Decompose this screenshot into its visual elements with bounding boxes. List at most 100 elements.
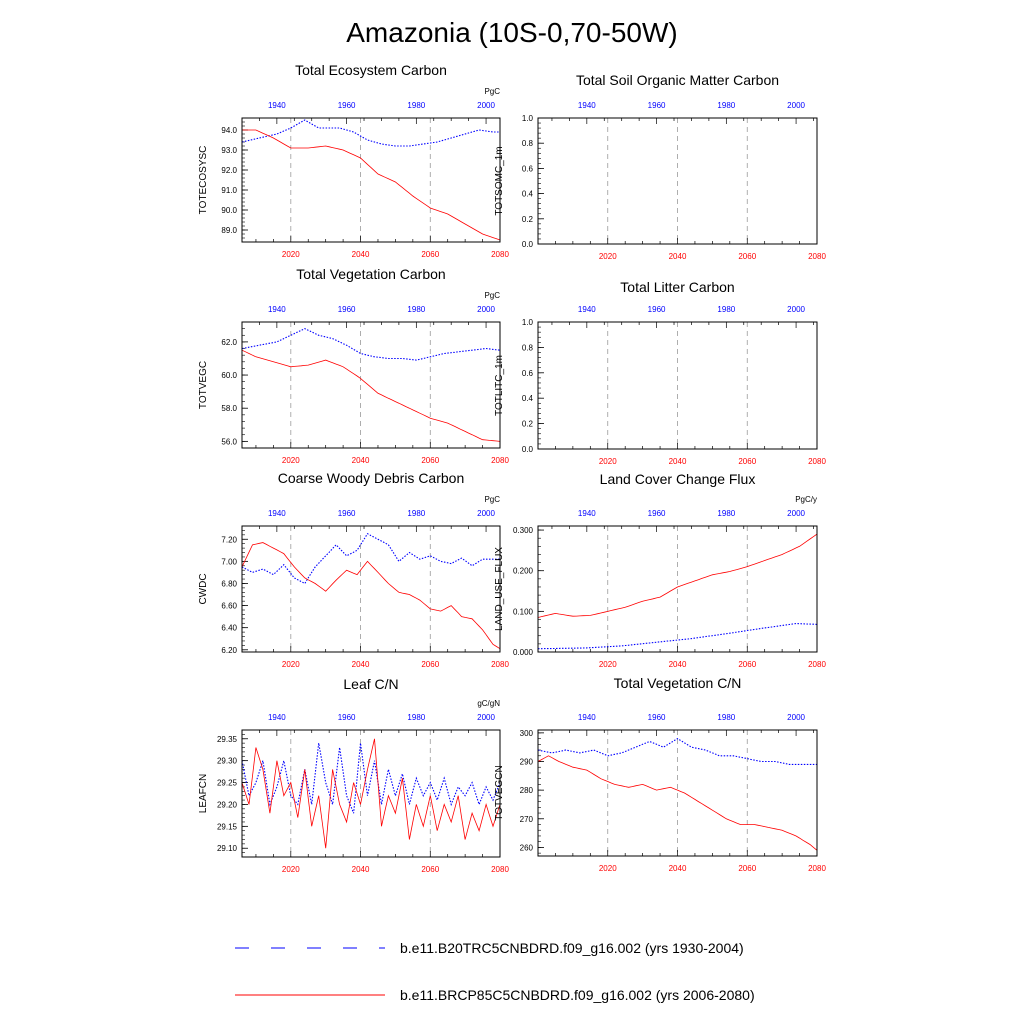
y-tick-label: 0.0 <box>522 445 534 454</box>
y-tick-label: 6.60 <box>221 602 237 611</box>
y-tick-label: 0.8 <box>522 139 534 148</box>
chart-panel-totecosysc: Total Ecosystem Carbon PgC TOTECOSYSC 94.0 9… <box>198 62 509 259</box>
plot-frame <box>537 321 818 450</box>
x-bottom-tick-label: 2040 <box>669 457 687 466</box>
x-bottom-tick-label: 2020 <box>282 865 300 874</box>
panel-title: Total Vegetation C/N <box>614 675 742 691</box>
panel-title: Total Vegetation Carbon <box>296 266 445 282</box>
y-tick-label: 89.0 <box>221 226 237 235</box>
x-bottom-tick-label: 2020 <box>599 660 617 669</box>
x-top-tick-label: 1980 <box>717 509 735 518</box>
y-tick-label: 0.2 <box>522 420 534 429</box>
y-tick-label: 300 <box>520 729 534 738</box>
series-line-rcp85 <box>242 542 500 650</box>
x-bottom-tick-label: 2060 <box>421 456 439 465</box>
x-top-tick-label: 1940 <box>268 305 286 314</box>
y-tick-label: 29.35 <box>217 735 238 744</box>
legend-label-historical: b.e11.B20TRC5CNBDRD.f09_g16.002 (yrs 193… <box>400 940 744 956</box>
y-tick-label: 0.000 <box>513 648 534 657</box>
series-line-rcp85 <box>538 755 817 851</box>
series-line-historical <box>242 532 500 585</box>
series-line-rcp85 <box>242 738 500 849</box>
y-tick-label: 29.15 <box>217 822 238 831</box>
x-bottom-tick-label: 2060 <box>738 457 756 466</box>
chart-panel-totsomc-1m: Total Soil Organic Matter Carbon TOTSOMC_… <box>494 72 826 261</box>
plot-frame <box>537 729 818 857</box>
x-bottom-tick-label: 2080 <box>808 864 826 873</box>
series-line-rcp85 <box>242 129 500 241</box>
y-axis-label: TOTSOMC_1m <box>494 146 505 215</box>
x-bottom-tick-label: 2080 <box>491 660 509 669</box>
x-top-tick-label: 1940 <box>578 713 596 722</box>
x-top-tick-label: 1960 <box>338 305 356 314</box>
y-axis-label: TOTLITC_1m <box>494 355 505 416</box>
plot-frame <box>241 117 501 243</box>
x-bottom-tick-label: 2020 <box>599 864 617 873</box>
x-bottom-tick-label: 2020 <box>282 250 300 259</box>
x-top-tick-label: 1940 <box>268 713 286 722</box>
y-tick-label: 0.200 <box>513 567 534 576</box>
y-tick-label: 270 <box>520 815 534 824</box>
y-tick-label: 0.8 <box>522 343 534 352</box>
series-line-historical <box>538 622 817 650</box>
x-bottom-tick-label: 2040 <box>669 864 687 873</box>
x-top-tick-label: 2000 <box>787 509 805 518</box>
x-bottom-tick-label: 2080 <box>491 456 509 465</box>
y-axis-label: TOTVEGCN <box>494 765 505 820</box>
series-line-historical <box>242 743 500 814</box>
x-top-tick-label: 1980 <box>407 713 425 722</box>
panel-title: Coarse Woody Debris Carbon <box>278 470 465 486</box>
legend-item-historical: b.e11.B20TRC5CNBDRD.f09_g16.002 (yrs 193… <box>235 940 744 956</box>
series-line-historical <box>538 737 817 765</box>
plot-frame <box>537 117 818 245</box>
x-top-tick-label: 1980 <box>407 305 425 314</box>
x-top-tick-label: 1980 <box>717 101 735 110</box>
series-line-historical <box>242 119 500 147</box>
chart-panel-land-use-flux: Land Cover Change Flux PgC/y LAND_USE_FLUX… <box>494 471 826 669</box>
x-top-tick-label: 1960 <box>648 713 666 722</box>
x-top-tick-label: 1960 <box>338 509 356 518</box>
x-top-tick-label: 2000 <box>787 713 805 722</box>
y-tick-label: 7.00 <box>221 557 237 566</box>
chart-panel-totvegcn: Total Vegetation C/N TOTVEGCN 300 290 280 270… <box>494 675 826 873</box>
y-tick-label: 29.20 <box>217 800 238 809</box>
y-tick-label: 1.0 <box>522 114 534 123</box>
y-tick-label: 6.80 <box>221 579 237 588</box>
x-bottom-tick-label: 2080 <box>808 660 826 669</box>
y-tick-label: 0.0 <box>522 240 534 249</box>
panel-title: Leaf C/N <box>343 676 398 692</box>
y-tick-label: 62.0 <box>221 338 237 347</box>
x-bottom-tick-label: 2040 <box>352 456 370 465</box>
panels: Total Ecosystem Carbon PgC TOTECOSYSC 94.0 9… <box>198 62 826 874</box>
x-top-tick-label: 2000 <box>787 101 805 110</box>
chart-panel-cwdc: Coarse Woody Debris Carbon PgC CWDC 7.20 7.0… <box>198 470 509 669</box>
y-tick-label: 91.0 <box>221 186 237 195</box>
y-tick-label: 280 <box>520 786 534 795</box>
series-line-rcp85 <box>538 533 817 618</box>
y-tick-label: 290 <box>520 758 534 767</box>
plot-frame <box>241 525 501 653</box>
x-top-tick-label: 1960 <box>338 101 356 110</box>
x-top-tick-label: 1960 <box>648 305 666 314</box>
y-axis-label: TOTVEGC <box>198 361 209 409</box>
y-tick-label: 29.10 <box>217 844 238 853</box>
y-tick-label: 29.30 <box>217 757 238 766</box>
y-tick-label: 7.20 <box>221 535 237 544</box>
x-top-tick-label: 1960 <box>338 713 356 722</box>
x-bottom-tick-label: 2040 <box>669 252 687 261</box>
x-bottom-tick-label: 2060 <box>738 864 756 873</box>
x-top-tick-label: 1940 <box>578 509 596 518</box>
plot-frame <box>241 321 501 449</box>
y-tick-label: 1.0 <box>522 318 534 327</box>
x-top-tick-label: 2000 <box>477 101 495 110</box>
x-bottom-tick-label: 2020 <box>599 457 617 466</box>
y-tick-label: 56.0 <box>221 437 237 446</box>
y-tick-label: 94.0 <box>221 126 237 135</box>
legend: b.e11.B20TRC5CNBDRD.f09_g16.002 (yrs 193… <box>235 940 755 1003</box>
x-bottom-tick-label: 2040 <box>352 660 370 669</box>
y-axis-label: LEAFCN <box>198 774 209 813</box>
y-tick-label: 6.20 <box>221 646 237 655</box>
x-bottom-tick-label: 2020 <box>282 660 300 669</box>
units-label: PgC <box>484 495 500 504</box>
